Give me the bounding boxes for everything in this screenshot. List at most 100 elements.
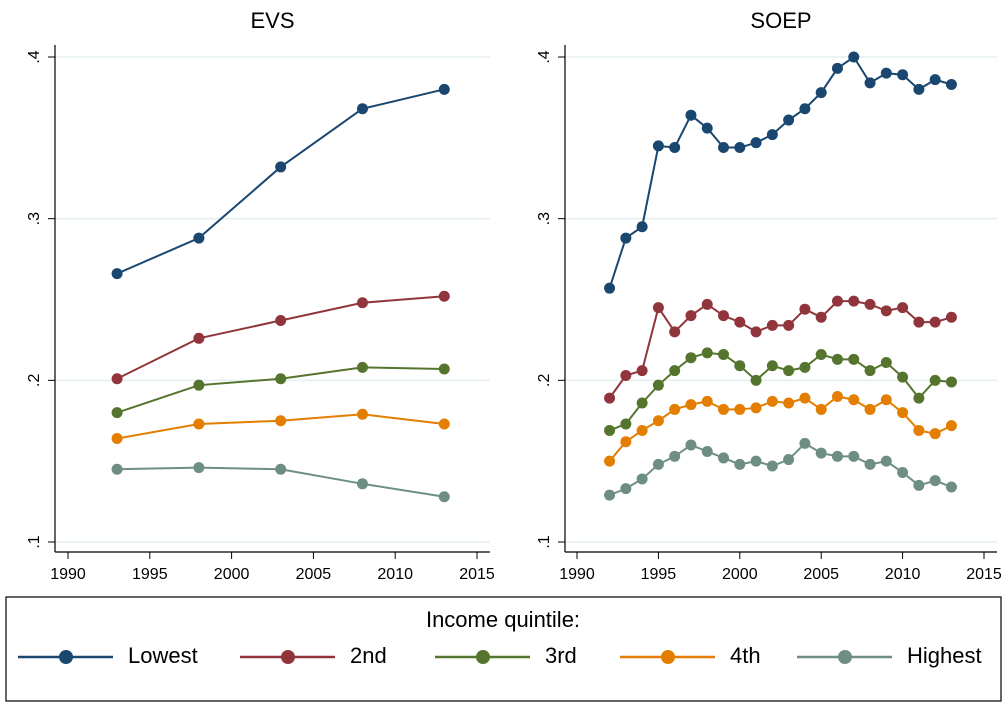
data-point	[831, 295, 843, 307]
data-point	[275, 315, 287, 327]
data-point	[815, 87, 827, 99]
data-point	[685, 310, 697, 322]
legend-label: 2nd	[350, 643, 387, 668]
data-point	[831, 391, 843, 402]
series-line	[608, 55, 952, 289]
data-point	[766, 395, 778, 407]
data-point	[701, 395, 713, 407]
x-tick-label: 2010	[377, 566, 413, 583]
panel-title: EVS	[250, 8, 294, 33]
x-tick-label: 1990	[50, 566, 86, 583]
data-point	[848, 353, 860, 365]
data-point	[750, 402, 762, 414]
legend-swatch-marker	[838, 650, 852, 664]
data-point	[815, 348, 827, 360]
data-point	[718, 348, 730, 360]
y-tick-label: .4	[536, 50, 553, 63]
data-point	[831, 450, 843, 462]
x-tick-label: 2015	[459, 566, 495, 583]
legend-swatch-marker	[476, 650, 490, 664]
data-point	[636, 221, 648, 233]
legend-label: Lowest	[128, 643, 198, 668]
data-point	[848, 295, 860, 307]
data-point	[718, 310, 730, 322]
data-point	[193, 462, 205, 474]
data-point	[799, 303, 811, 315]
data-point	[750, 374, 762, 386]
data-point	[111, 433, 123, 445]
x-tick-label: 2005	[296, 566, 332, 583]
y-tick-label: .2	[26, 374, 43, 387]
y-tick-label: .3	[26, 212, 43, 225]
data-point	[848, 450, 860, 462]
data-point	[701, 122, 713, 134]
data-point	[783, 319, 795, 331]
data-point	[880, 394, 892, 406]
data-point	[831, 353, 843, 365]
x-tick-label: 1995	[132, 566, 168, 583]
data-point	[913, 424, 925, 436]
data-point	[669, 142, 681, 154]
data-point	[766, 319, 778, 331]
series-line	[609, 351, 952, 432]
y-tick-label: .1	[536, 535, 553, 548]
series-line	[609, 442, 952, 497]
data-point	[193, 332, 205, 344]
data-point	[193, 379, 205, 391]
data-point	[111, 463, 123, 475]
data-point	[701, 445, 713, 457]
x-tick-label: 2005	[803, 566, 839, 583]
data-point	[652, 415, 664, 427]
data-point	[799, 361, 811, 373]
data-point	[636, 397, 648, 409]
data-point	[356, 478, 368, 490]
data-point	[913, 316, 925, 328]
data-point	[734, 316, 746, 328]
data-point	[799, 103, 811, 115]
data-point	[815, 403, 827, 415]
data-point	[945, 78, 957, 90]
data-point	[734, 360, 746, 372]
data-point	[111, 268, 123, 280]
data-point	[783, 365, 795, 377]
data-point	[864, 298, 876, 310]
data-point	[438, 290, 450, 302]
data-point	[438, 83, 450, 95]
data-point	[799, 392, 811, 404]
data-point	[620, 418, 632, 430]
data-point	[880, 455, 892, 467]
data-point	[604, 282, 616, 294]
series-line	[608, 395, 952, 462]
panel-title: SOEP	[750, 8, 811, 33]
data-point	[799, 437, 811, 449]
data-point	[929, 374, 941, 386]
data-point	[685, 439, 697, 451]
legend-label: Highest	[907, 643, 982, 668]
data-point	[356, 103, 368, 115]
legend-swatch-marker	[59, 650, 73, 664]
data-point	[669, 326, 681, 338]
x-tick-label: 2000	[722, 566, 758, 583]
y-tick-label: .3	[536, 212, 553, 225]
data-point	[897, 371, 909, 383]
data-point	[848, 51, 860, 63]
data-point	[620, 483, 632, 495]
data-point	[111, 373, 123, 385]
data-point	[766, 129, 778, 141]
data-point	[652, 302, 664, 314]
data-point	[815, 447, 827, 459]
data-point	[783, 454, 795, 466]
data-point	[652, 458, 664, 470]
data-point	[750, 326, 762, 338]
data-point	[275, 463, 287, 475]
data-point	[111, 407, 123, 419]
data-point	[636, 473, 648, 485]
data-point	[356, 408, 368, 420]
data-point	[864, 365, 876, 377]
data-point	[718, 452, 730, 464]
data-point	[945, 376, 957, 388]
data-point	[193, 418, 205, 430]
data-point	[636, 365, 648, 377]
data-point	[945, 481, 957, 493]
